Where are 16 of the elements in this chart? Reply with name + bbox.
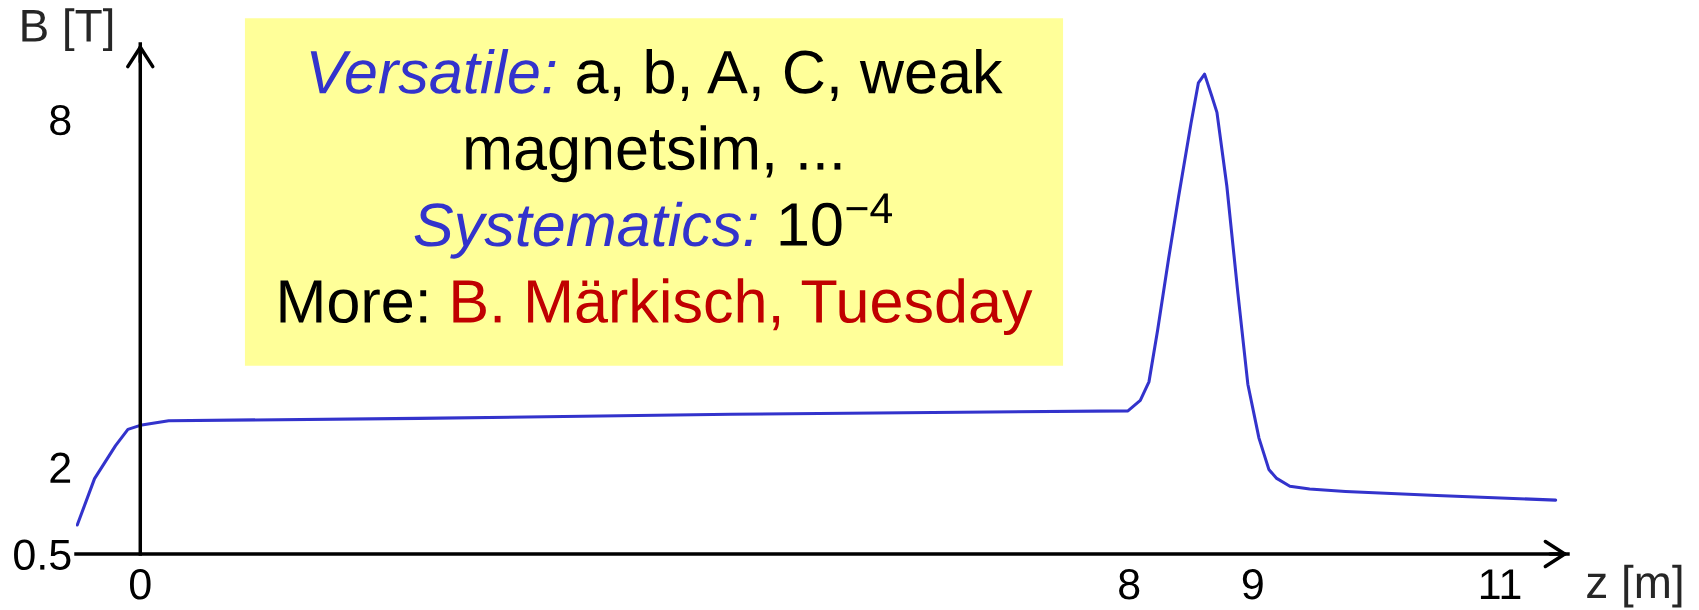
annotation: magnetsim, ... (466, 125, 841, 183)
annotation: Systematics: (414, 201, 757, 259)
y-tick-label: 0.5 (14, 539, 71, 571)
annotation: More: (280, 280, 427, 324)
y-axis-title: B [T] (22, 8, 113, 52)
y-tick-label: 2 (50, 452, 71, 483)
annotation: 10$^{−4}$ (780, 193, 892, 247)
annotation: a, b, A, C, weak (577, 48, 1003, 102)
annotation: B. Märkisch, Tuesday (453, 278, 1033, 336)
x-tick-label: 8 (1119, 569, 1140, 600)
x-tick-label: 9 (1242, 569, 1263, 600)
x-axis-title: z [m] (1587, 564, 1682, 608)
y-tick-label: 8 (50, 104, 71, 136)
annotation: Versatile: (310, 48, 556, 94)
x-tick-label: 0 (129, 569, 151, 600)
x-tick-label: 11 (1480, 569, 1521, 600)
